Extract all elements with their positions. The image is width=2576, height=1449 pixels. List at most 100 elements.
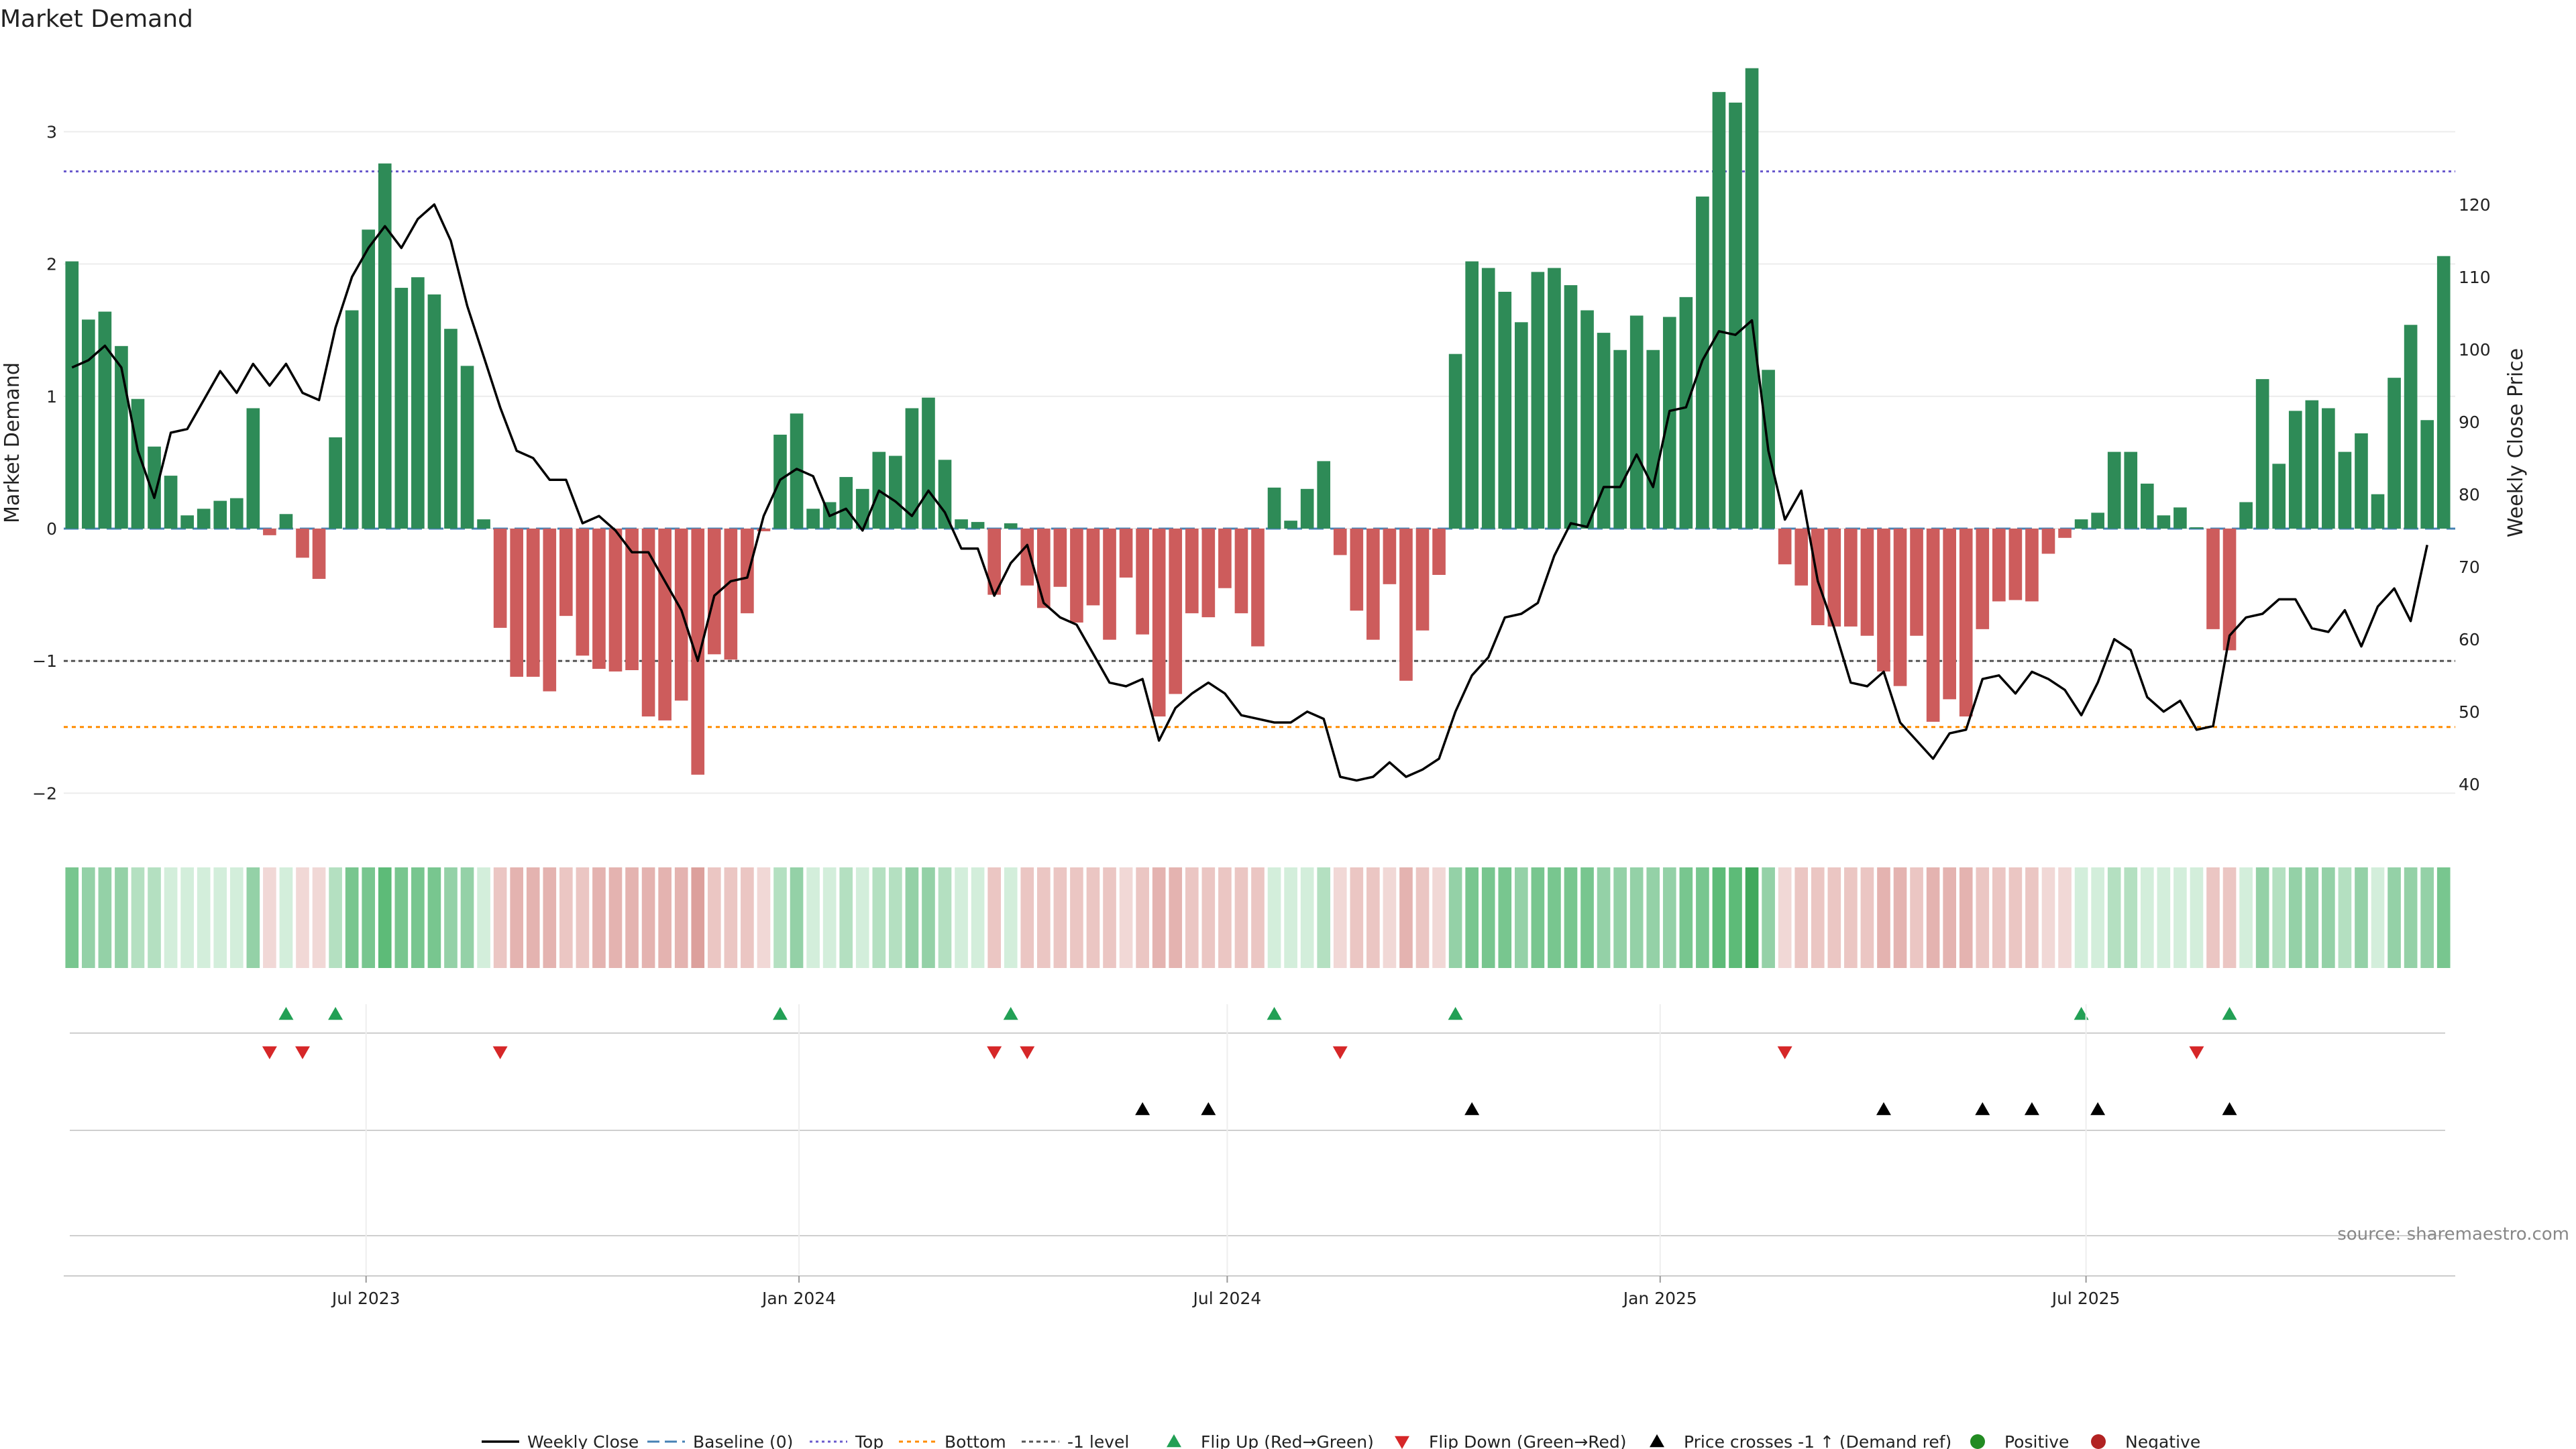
heat-cell xyxy=(2272,867,2286,968)
heat-cell xyxy=(1218,867,1232,968)
heat-cell xyxy=(1646,867,1660,968)
heat-cell xyxy=(1415,867,1430,968)
demand-bar xyxy=(1712,92,1726,529)
demand-bar xyxy=(559,528,573,616)
weekly-close-line xyxy=(71,203,2428,782)
heat-cell xyxy=(82,867,95,968)
heat-cell xyxy=(164,867,178,968)
heat-cell xyxy=(1827,867,1841,968)
demand-bar xyxy=(1383,528,1397,584)
demand-bar xyxy=(1333,528,1347,555)
demand-bar xyxy=(1926,528,1940,722)
demand-bar xyxy=(2107,451,2121,529)
heat-cell xyxy=(2371,867,2385,968)
heat-cell xyxy=(444,867,458,968)
demand-bar xyxy=(164,476,178,529)
heat-cell xyxy=(2025,867,2039,968)
demand-bar xyxy=(2255,379,2269,529)
heat-cell xyxy=(180,867,194,968)
demand-bar xyxy=(1992,528,2006,602)
demand-bar xyxy=(2239,502,2253,529)
legend-label: -1 level xyxy=(1067,1432,1129,1449)
demand-bar xyxy=(2420,420,2434,529)
demand-bar xyxy=(2025,528,2039,602)
heat-cell xyxy=(1926,867,1940,968)
heat-cell xyxy=(1580,867,1594,968)
heat-cell xyxy=(427,867,441,968)
demand-bar xyxy=(1613,350,1627,529)
demand-bar xyxy=(1317,461,1331,529)
heat-cell xyxy=(1629,867,1644,968)
legend-label: Weekly Close xyxy=(527,1432,639,1449)
demand-bar xyxy=(477,519,490,529)
heat-cell xyxy=(1366,867,1380,968)
heat-cell xyxy=(543,867,557,968)
heat-cell xyxy=(394,867,409,968)
demand-bar xyxy=(1745,68,1759,529)
legend-flip-down-symbol xyxy=(1395,1436,1409,1449)
heat-cell xyxy=(526,867,540,968)
heat-cell xyxy=(345,867,359,968)
heat-cell xyxy=(2338,867,2352,968)
heat-cell xyxy=(493,867,507,968)
demand-bar xyxy=(1910,528,1923,636)
heat-cell xyxy=(411,867,425,968)
heat-cell xyxy=(707,867,721,968)
demand-bar xyxy=(855,488,869,529)
heat-cell xyxy=(1465,867,1479,968)
demand-bar xyxy=(2058,528,2072,538)
demand-bar xyxy=(1053,528,1067,587)
heat-cell xyxy=(2355,867,2368,968)
demand-bar xyxy=(411,277,425,529)
demand-bar xyxy=(625,528,639,671)
demand-bar xyxy=(1531,272,1545,529)
heat-cell xyxy=(2239,867,2253,968)
heat-cell xyxy=(1613,867,1627,968)
heat-cell xyxy=(592,867,606,968)
demand-bar xyxy=(2190,527,2204,529)
demand-bar xyxy=(1877,528,1890,672)
heat-cell xyxy=(971,867,985,968)
demand-bar xyxy=(839,477,853,529)
demand-bar xyxy=(1662,317,1676,529)
heat-cell xyxy=(378,867,392,968)
flip-up-marker xyxy=(1003,1007,1018,1020)
demand-bar xyxy=(82,319,95,529)
demand-bar xyxy=(526,528,540,677)
demand-bar xyxy=(197,508,211,529)
demand-bar xyxy=(608,528,623,672)
heat-cell xyxy=(1169,867,1183,968)
flip-down-marker xyxy=(262,1046,277,1059)
right-axis-ticks: 40 50 60 70 80 90 100 110 120 xyxy=(2459,195,2491,794)
heat-cell xyxy=(1893,867,1907,968)
heat-cell xyxy=(1267,867,1281,968)
demand-bar xyxy=(444,329,458,529)
heat-cell xyxy=(1119,867,1133,968)
demand-bar xyxy=(971,522,985,529)
heat-cell xyxy=(1811,867,1825,968)
y2-tick-label: 120 xyxy=(2459,195,2491,215)
demand-bar xyxy=(658,528,672,720)
demand-bar xyxy=(1548,268,1561,529)
demand-bar xyxy=(1284,521,1297,529)
demand-bar xyxy=(1037,528,1051,608)
legend-label: Negative xyxy=(2125,1432,2200,1449)
heat-cell xyxy=(1597,867,1611,968)
y2-tick-label: 50 xyxy=(2459,702,2480,722)
heat-cell xyxy=(674,867,688,968)
y2-tick-label: 40 xyxy=(2459,775,2480,794)
heat-cell xyxy=(1284,867,1297,968)
heat-cell xyxy=(1300,867,1314,968)
demand-bar xyxy=(1943,528,1956,700)
chart-title: Market Demand xyxy=(0,5,193,33)
demand-bar xyxy=(510,528,523,677)
demand-bar xyxy=(905,408,919,529)
demand-bar xyxy=(312,528,326,579)
heat-cell xyxy=(1712,867,1726,968)
y-tick-label: −2 xyxy=(32,784,57,803)
demand-bar xyxy=(329,437,342,529)
heat-cell xyxy=(773,867,787,968)
heat-cell xyxy=(2222,867,2237,968)
signal-panels xyxy=(70,1007,2445,1236)
demand-bar xyxy=(1860,528,1874,636)
